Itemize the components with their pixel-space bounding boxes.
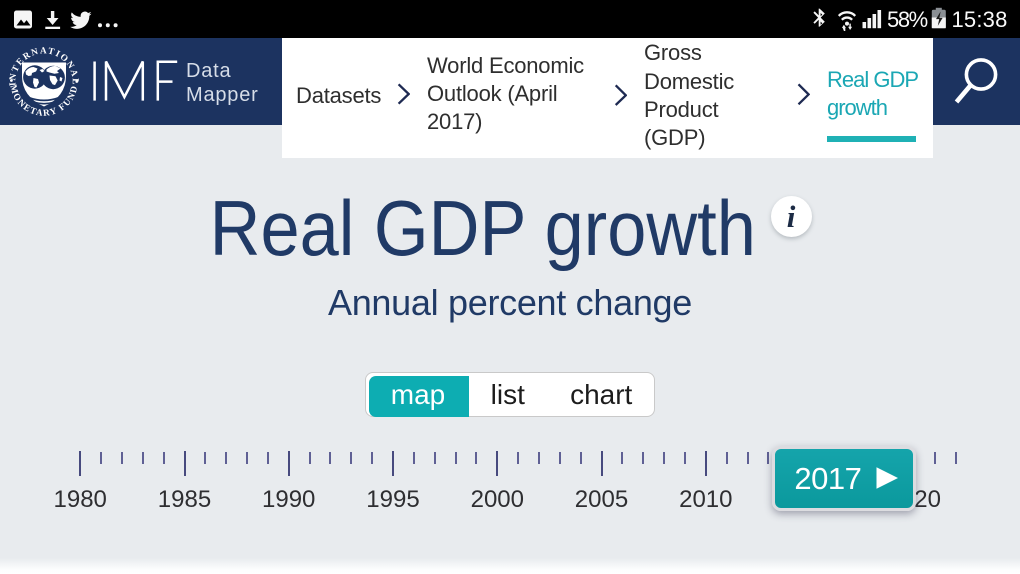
svg-text:15:38: 15:38 [952, 7, 1008, 32]
svg-text:58%: 58% [887, 7, 928, 32]
